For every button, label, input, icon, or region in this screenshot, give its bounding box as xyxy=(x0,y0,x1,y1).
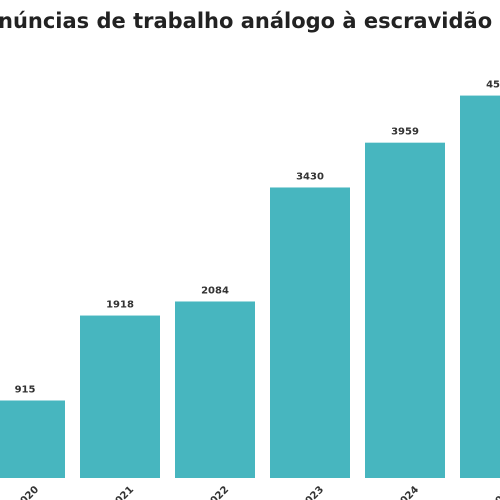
bar xyxy=(80,315,160,478)
value-label: 1918 xyxy=(106,300,134,311)
value-label: 915 xyxy=(15,384,36,395)
chart-title: núncias de trabalho análogo à escravidão xyxy=(0,9,492,33)
x-tick-label: 2021 xyxy=(109,484,136,500)
x-tick-label: 2023 xyxy=(299,484,326,500)
x-tick-label: 2025 xyxy=(489,484,500,500)
bar xyxy=(270,187,350,478)
x-tick-label: 2020 xyxy=(14,484,41,500)
bar xyxy=(460,95,500,478)
value-label: 2084 xyxy=(201,285,229,296)
bar xyxy=(175,301,255,478)
value-label: 3430 xyxy=(296,171,324,182)
bar xyxy=(0,400,65,478)
bar xyxy=(365,142,445,478)
x-tick-label: 2024 xyxy=(394,484,421,500)
x-tick-label: 2022 xyxy=(204,484,231,500)
value-label: 3959 xyxy=(391,127,419,138)
value-label: 4515 xyxy=(486,80,500,91)
